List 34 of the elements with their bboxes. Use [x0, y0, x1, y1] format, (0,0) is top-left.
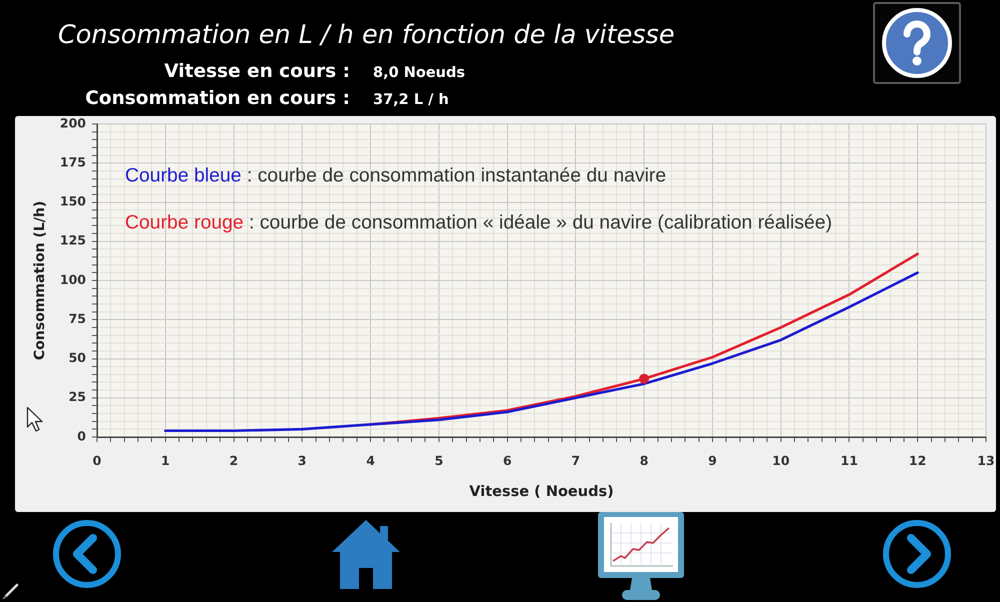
x-tick-label: 11: [840, 452, 858, 468]
x-axis-title: Vitesse ( Noeuds): [469, 484, 614, 500]
x-tick-label: 6: [502, 452, 512, 468]
x-tick-label: 5: [434, 452, 444, 468]
x-tick-label: 9: [708, 452, 717, 468]
chart-title: Consommation en L / h en fonction de la vitesse: [58, 20, 675, 50]
x-tick-label: 12: [908, 452, 926, 468]
x-tick-label: 0: [92, 452, 102, 468]
x-tick-label: 13: [977, 452, 995, 468]
y-tick-label: 175: [60, 154, 86, 170]
annotation: : courbe de consommation instantanée du navire: [241, 164, 666, 186]
x-tick-label: 8: [640, 452, 648, 468]
text: Vitesse en cours :: [164, 61, 350, 82]
text: 37,2 L / h: [373, 92, 449, 108]
y-tick-label: 150: [60, 194, 86, 208]
x-tick-label: 2: [229, 452, 238, 468]
y-tick-label: 50: [68, 350, 86, 365]
y-tick-label: 25: [68, 389, 86, 404]
x-tick-label: 7: [571, 452, 580, 468]
x-tick-label: 4: [366, 452, 376, 468]
y-tick-label: 200: [60, 115, 86, 130]
text: Courbe bleue: [125, 164, 242, 186]
y-tick-label: 125: [60, 232, 86, 248]
y-tick-label: 0: [77, 428, 86, 444]
x-tick-label: 1: [161, 452, 170, 468]
annotation: : courbe de consommation « idéale » du navire (calibration réalisée): [244, 211, 832, 234]
text: Courbe rouge: [125, 211, 244, 234]
text: Consommation en cours :: [85, 88, 350, 109]
x-tick-label: 10: [772, 452, 790, 468]
x-tick-label: 3: [298, 452, 307, 468]
text: 8,0 Noeuds: [373, 65, 465, 81]
y-tick-label: 100: [60, 272, 86, 287]
y-axis-title: Consommation (L/h): [32, 200, 48, 360]
y-tick-label: 75: [68, 310, 86, 326]
